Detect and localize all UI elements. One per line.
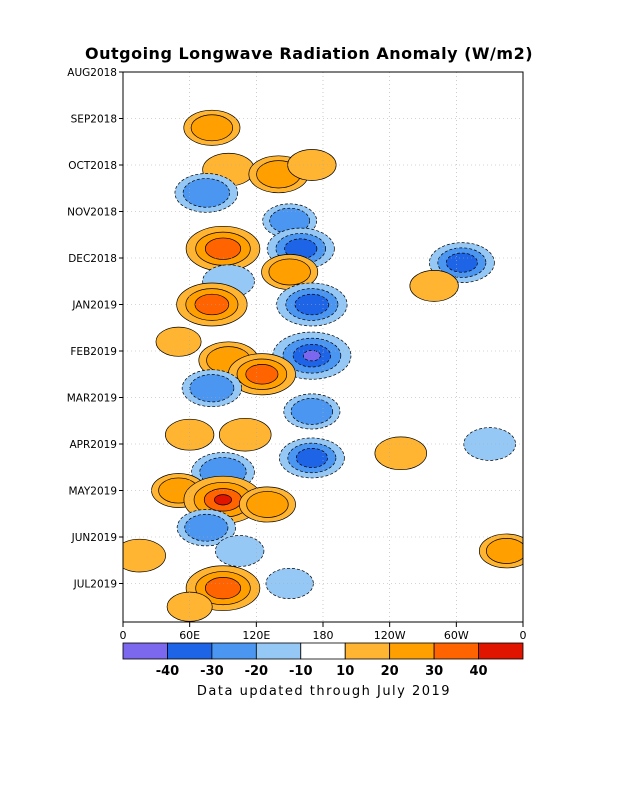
y-tick-label: JUN2019 [71, 532, 117, 544]
anomaly-contour [409, 270, 459, 302]
anomaly-contour [204, 577, 242, 600]
anomaly-contour [182, 178, 230, 208]
data-updated-note: Data updated through July 2019 [196, 684, 452, 699]
x-tick-label: 60W [444, 629, 469, 642]
y-tick-label: MAY2019 [68, 486, 117, 498]
anomaly-contour [302, 350, 321, 362]
y-axis: AUG2018 SEP2018 OCT2018 NOV2018 DEC2018 JAN20… [67, 67, 123, 591]
y-tick-label: APR2019 [69, 439, 117, 451]
anomaly-contour [214, 494, 232, 506]
colorbar-label: 20 [381, 664, 399, 679]
x-tick-label: 0 [520, 629, 527, 642]
anomaly-contour [123, 538, 166, 573]
colorbar-swatch [344, 642, 391, 660]
anomaly-contour [486, 538, 523, 564]
anomaly-contour [245, 364, 279, 385]
anomaly-contour [265, 567, 314, 600]
y-tick-label: SEP2018 [71, 114, 117, 126]
colorbar-swatch [300, 642, 346, 660]
colorbar-label: -30 [200, 664, 224, 679]
x-tick-label: 120E [242, 629, 270, 642]
anomaly-contour [246, 491, 289, 518]
y-tick-label: JUL2019 [73, 579, 117, 591]
colorbar: -40 -30 -20 -10 10 20 30 40 [122, 642, 524, 679]
x-tick-label: 0 [120, 629, 127, 642]
colorbar-label: 40 [470, 664, 488, 679]
y-tick-label: DEC2018 [68, 253, 117, 265]
y-tick-label: AUG2018 [67, 67, 117, 79]
anomaly-contour [204, 237, 242, 260]
colorbar-label: 30 [425, 664, 443, 679]
colorbar-label: 10 [336, 664, 354, 679]
colorbar-swatch [255, 642, 302, 660]
anomaly-contour [374, 436, 428, 471]
y-tick-label: NOV2018 [67, 207, 117, 219]
colorbar-label: -40 [156, 664, 180, 679]
colorbar-swatch [389, 642, 435, 660]
chart-title: Outgoing Longwave Radiation Anomaly (W/m… [84, 44, 534, 63]
y-tick-label: JAN2019 [71, 300, 117, 312]
anomaly-contour [268, 258, 311, 286]
anomaly-contour [184, 513, 229, 542]
x-tick-label: 180 [313, 629, 334, 642]
anomaly-contour [155, 326, 202, 357]
x-tick-label: 60E [179, 629, 200, 642]
colorbar-swatch [211, 642, 257, 660]
colorbar-label: -10 [289, 664, 313, 679]
anomaly-contour [190, 114, 234, 142]
y-tick-label: OCT2018 [68, 160, 117, 172]
colorbar-swatch [478, 642, 524, 660]
anomaly-contour [295, 448, 328, 468]
anomaly-field [123, 109, 523, 622]
colorbar-label: -20 [245, 664, 269, 679]
anomaly-contour [445, 252, 478, 273]
y-tick-label: MAR2019 [67, 393, 117, 405]
anomaly-contour [215, 535, 265, 567]
y-tick-label: FEB2019 [70, 346, 117, 358]
colorbar-swatch [122, 642, 168, 660]
x-tick-label: 120W [374, 629, 406, 642]
anomaly-contour [290, 398, 334, 425]
colorbar-swatch [433, 642, 479, 660]
anomaly-contour [218, 417, 272, 452]
colorbar-swatch [167, 642, 213, 660]
grid-lines [123, 72, 523, 622]
anomaly-contour [165, 418, 215, 451]
x-axis: 0 60E 120E 180 120W 60W 0 [120, 622, 527, 642]
